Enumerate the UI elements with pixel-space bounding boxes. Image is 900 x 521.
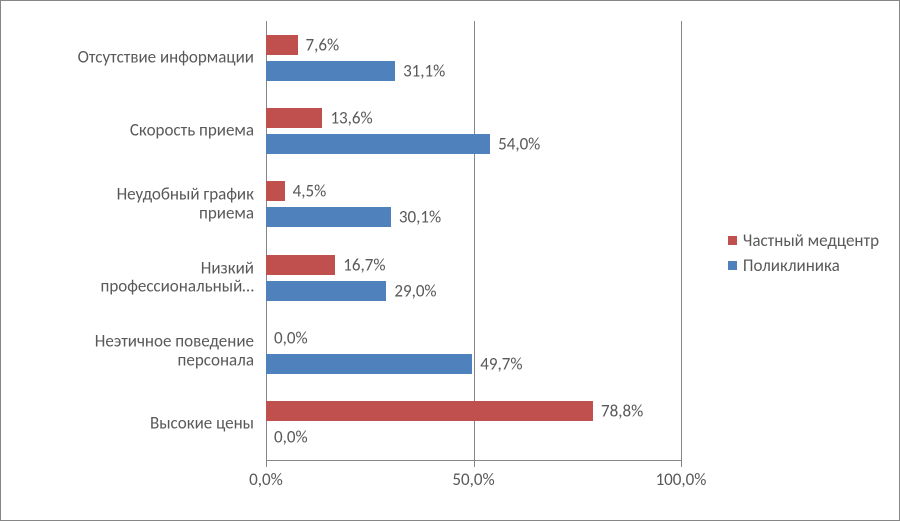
legend-swatch-icon [728, 261, 737, 270]
bar [266, 108, 322, 128]
data-label: 0,0% [274, 328, 308, 349]
data-label: 29,0% [394, 280, 436, 301]
legend-label: Частный медцентр [743, 230, 879, 251]
grid-line [474, 21, 475, 461]
x-axis-label: 0,0% [249, 469, 283, 490]
data-label: 31,1% [403, 60, 445, 81]
x-axis-label: 50,0% [452, 469, 494, 490]
y-axis-label: Высокие цены [24, 415, 254, 434]
gridlines [266, 21, 681, 461]
y-axis-label: Неудобный графикприема [24, 186, 254, 223]
bar [266, 354, 472, 374]
bar [266, 181, 285, 201]
bar [266, 134, 490, 154]
chart-container: 7,6% 31,1% 13,6% 54,0% 4,5% 30,1% 16,7% 29,0% 0,… [0, 0, 900, 521]
legend-item-clinic: Поликлиника [728, 255, 879, 276]
data-label: 78,8% [601, 401, 643, 422]
plot-area: 7,6% 31,1% 13,6% 54,0% 4,5% 30,1% 16,7% 29,0% 0,… [266, 21, 681, 461]
y-axis-label: Скорость приема [24, 122, 254, 141]
legend-swatch-icon [728, 236, 737, 245]
data-label: 7,6% [306, 34, 340, 55]
data-label: 13,6% [330, 108, 372, 129]
data-label: 4,5% [293, 181, 327, 202]
y-axis-label: Неэтичное поведениеперсонала [24, 332, 254, 369]
y-axis-label: Низкийпрофессиональный… [24, 259, 254, 296]
y-axis-label: Отсутствие информации [24, 48, 254, 67]
data-label: 30,1% [399, 207, 441, 228]
bar [266, 207, 391, 227]
data-label: 54,0% [498, 134, 540, 155]
x-tick [266, 461, 267, 467]
x-tick [474, 461, 475, 467]
x-axis-label: 100,0% [656, 469, 707, 490]
data-label: 49,7% [480, 354, 522, 375]
bar [266, 281, 386, 301]
y-axis-line [266, 21, 267, 461]
bar [266, 255, 335, 275]
data-label: 0,0% [274, 427, 308, 448]
legend-label: Поликлиника [743, 255, 840, 276]
data-label: 16,7% [343, 254, 385, 275]
bar [266, 401, 593, 421]
legend-item-private: Частный медцентр [728, 230, 879, 251]
grid-line [681, 21, 682, 461]
bar [266, 35, 298, 55]
legend: Частный медцентр Поликлиника [728, 226, 879, 280]
bar [266, 61, 395, 81]
x-tick [681, 461, 682, 467]
